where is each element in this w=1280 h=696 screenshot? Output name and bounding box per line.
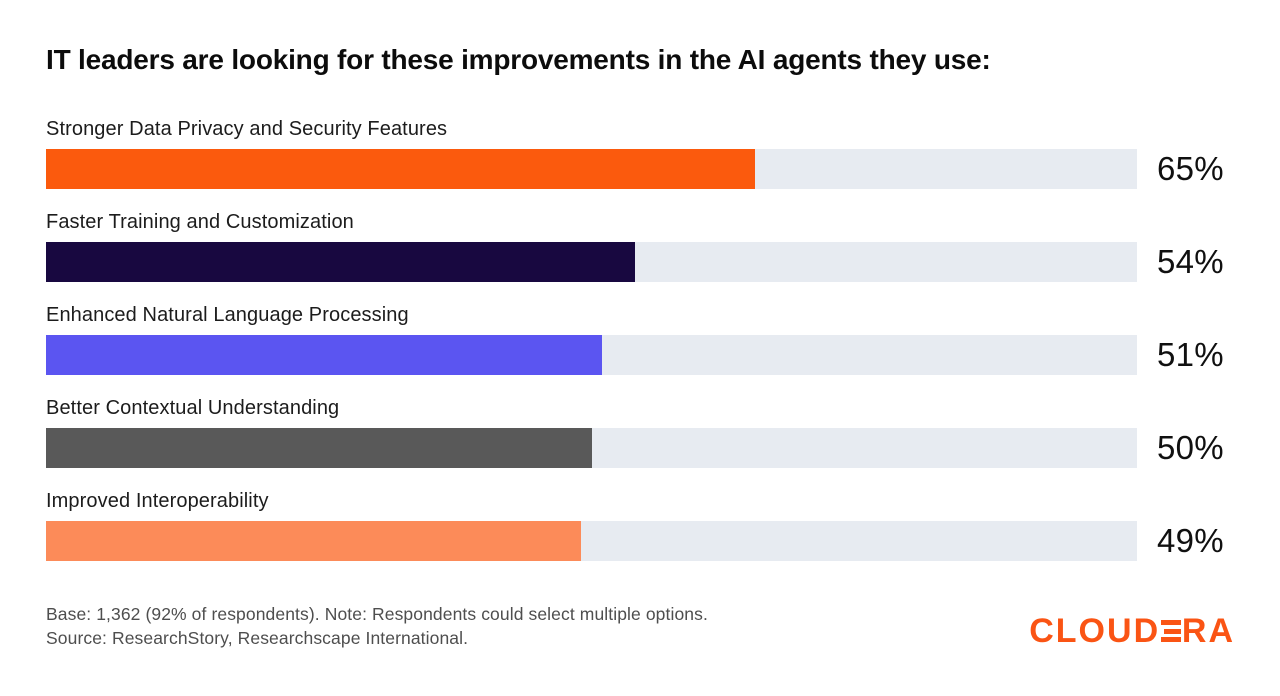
bar-track	[46, 428, 1137, 468]
chart-title: IT leaders are looking for these improve…	[46, 44, 991, 75]
footer-note-line-1: Base: 1,362 (92% of respondents). Note: …	[46, 604, 708, 624]
bar-row: Better Contextual Understanding 50%	[46, 395, 1235, 468]
bar-fill	[46, 149, 756, 189]
bar-row: Improved Interoperability 49%	[46, 488, 1235, 561]
bar-line: 54%	[46, 242, 1235, 282]
bar-fill	[46, 242, 636, 282]
bar-line: 51%	[46, 335, 1235, 375]
footer-notes: Base: 1,362 (92% of respondents). Note: …	[46, 602, 708, 650]
bar-label: Enhanced Natural Language Processing	[46, 304, 409, 326]
logo-letter-e	[1160, 620, 1181, 642]
bar-value-label: 54%	[1157, 243, 1224, 280]
bar-track	[46, 521, 1137, 561]
bar-label: Faster Training and Customization	[46, 211, 354, 233]
cloudera-logo: CLOUD RA	[1029, 612, 1235, 650]
bar-line: 49%	[46, 521, 1235, 561]
bar-label: Stronger Data Privacy and Security Featu…	[46, 118, 448, 140]
bar-line: 50%	[46, 428, 1235, 468]
bar-row: Enhanced Natural Language Processing 51%	[46, 302, 1235, 375]
footer-note-line-2: Source: ResearchStory, Researchscape Int…	[46, 628, 469, 648]
bar-fill	[46, 521, 581, 561]
bar-track	[46, 149, 1137, 189]
bar-track	[46, 242, 1137, 282]
bar-fill	[46, 428, 592, 468]
bar-row: Stronger Data Privacy and Security Featu…	[46, 116, 1235, 189]
bar-value-label: 50%	[1157, 429, 1224, 466]
bar-label: Better Contextual Understanding	[46, 397, 340, 419]
bar-fill	[46, 335, 603, 375]
footer: Base: 1,362 (92% of respondents). Note: …	[46, 602, 1235, 650]
bar-value-label: 65%	[1157, 150, 1224, 187]
bar-label: Improved Interoperability	[46, 490, 269, 512]
bar-line: 65%	[46, 149, 1235, 189]
bar-chart: Stronger Data Privacy and Security Featu…	[46, 116, 1235, 561]
bar-track	[46, 335, 1137, 375]
bar-value-label: 49%	[1157, 522, 1224, 559]
bar-value-label: 51%	[1157, 336, 1224, 373]
bar-row: Faster Training and Customization 54%	[46, 209, 1235, 282]
